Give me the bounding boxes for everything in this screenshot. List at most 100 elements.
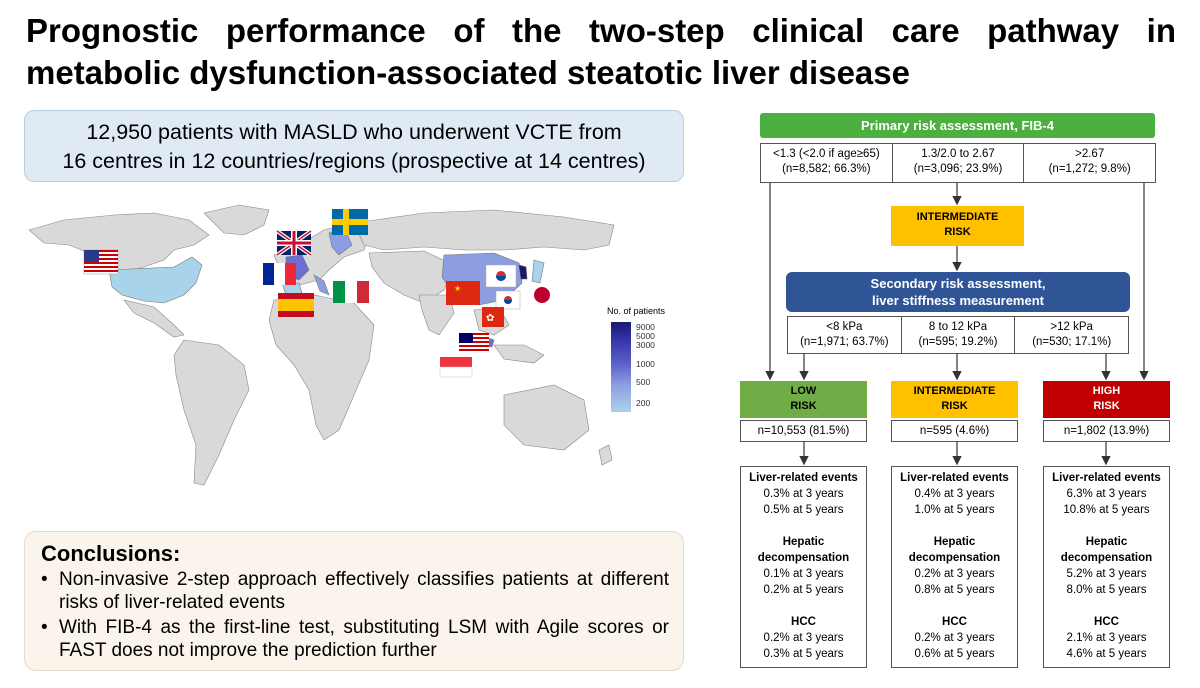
outcome-value: 0.6% at 5 years bbox=[914, 648, 995, 660]
cell-line: (n=530; 17.1%) bbox=[1032, 336, 1112, 348]
outcome-value: 0.8% at 5 years bbox=[914, 584, 995, 596]
secondary-assessment-box: Secondary risk assessment, liver stiffne… bbox=[786, 272, 1130, 312]
svg-text:★: ★ bbox=[454, 284, 461, 293]
box-line: RISK bbox=[1093, 400, 1120, 412]
intermediate-risk-box: INTERMEDIATE RISK bbox=[891, 381, 1018, 418]
intermediate-risk-fib4-box: INTERMEDIATE RISK bbox=[891, 206, 1024, 246]
outcome-value: 0.2% at 3 years bbox=[914, 632, 995, 644]
lsm-mid-cell: 8 to 12 kPa (n=595; 19.2%) bbox=[900, 317, 1015, 353]
world-map: ★ ✿ bbox=[24, 195, 624, 515]
lre-heading: Liver-related events bbox=[1052, 472, 1161, 484]
hcc-heading: HCC bbox=[1094, 616, 1119, 628]
flag-sweden-icon bbox=[332, 209, 368, 235]
box-line: Secondary risk assessment, bbox=[870, 276, 1046, 291]
conclusion-item: • Non-invasive 2-step approach effective… bbox=[41, 568, 669, 614]
box-line: liver stiffness measurement bbox=[872, 293, 1044, 308]
flag-south-korea-icon-2 bbox=[495, 290, 521, 310]
bullet-icon: • bbox=[41, 617, 48, 638]
lsm-high-cell: >12 kPa (n=530; 17.1%) bbox=[1014, 317, 1128, 353]
map-legend: No. of patients 9000 5000 3000 1000 500 … bbox=[607, 306, 697, 416]
legend-tick: 5000 bbox=[636, 331, 655, 341]
hd-heading: Hepatic bbox=[782, 536, 825, 548]
hd-heading: Hepatic bbox=[933, 536, 976, 548]
intermediate-risk-count: n=595 (4.6%) bbox=[891, 420, 1018, 442]
flag-italy-icon bbox=[333, 281, 369, 303]
cell-line: (n=1,272; 9.8%) bbox=[1048, 163, 1131, 175]
cell-line: <1.3 (<2.0 if age≥65) bbox=[772, 148, 880, 160]
outcome-value: 2.1% at 3 years bbox=[1066, 632, 1147, 644]
bullet-icon: • bbox=[41, 569, 48, 590]
hcc-heading: HCC bbox=[791, 616, 816, 628]
legend-tick: 3000 bbox=[636, 340, 655, 350]
outcome-value: 0.2% at 5 years bbox=[763, 584, 844, 596]
flag-hong-kong-icon: ✿ bbox=[482, 307, 504, 327]
low-risk-count: n=10,553 (81.5%) bbox=[740, 420, 867, 442]
cell-line: >12 kPa bbox=[1050, 321, 1093, 333]
cell-line: (n=595; 19.2%) bbox=[918, 336, 998, 348]
outcome-value: 0.4% at 3 years bbox=[914, 488, 995, 500]
summary-line-2: 16 centres in 12 countries/regions (pros… bbox=[62, 149, 646, 173]
high-risk-outcomes: Liver-related events 6.3% at 3 years 10.… bbox=[1043, 466, 1170, 668]
legend-title: No. of patients bbox=[607, 306, 666, 316]
summary-line-1: 12,950 patients with MASLD who underwent… bbox=[86, 120, 622, 144]
cell-line: 8 to 12 kPa bbox=[928, 321, 988, 333]
hd-heading: decompensation bbox=[908, 552, 1001, 564]
high-risk-count: n=1,802 (13.9%) bbox=[1043, 420, 1170, 442]
cell-line: (n=8,582; 66.3%) bbox=[782, 163, 871, 175]
box-line: INTERMEDIATE bbox=[913, 385, 996, 397]
outcome-value: 0.1% at 3 years bbox=[763, 568, 844, 580]
cell-line: (n=3,096; 23.9%) bbox=[913, 163, 1003, 175]
svg-text:✿: ✿ bbox=[486, 313, 494, 324]
page-title: Prognostic performance of the two-step c… bbox=[26, 10, 1176, 94]
cell-line: <8 kPa bbox=[826, 321, 863, 333]
outcome-value: 0.3% at 3 years bbox=[763, 488, 844, 500]
title-line-1: Prognostic performance of the two-step c… bbox=[26, 12, 1176, 49]
box-line: LOW bbox=[790, 385, 817, 397]
conclusions-box: Conclusions: • Non-invasive 2-step appro… bbox=[24, 531, 684, 671]
cell-line: 1.3/2.0 to 2.67 bbox=[921, 148, 995, 160]
low-risk-box: LOW RISK bbox=[740, 381, 867, 418]
cell-line: (n=1,971; 63.7%) bbox=[800, 336, 889, 348]
high-risk-box: HIGH RISK bbox=[1043, 381, 1170, 418]
hd-heading: decompensation bbox=[757, 552, 850, 564]
flag-spain-icon bbox=[278, 293, 314, 317]
flag-malaysia-icon bbox=[459, 333, 489, 353]
legend-tick: 9000 bbox=[636, 322, 655, 332]
intermediate-risk-outcomes: Liver-related events 0.4% at 3 years 1.0… bbox=[891, 466, 1018, 668]
primary-assessment-box: Primary risk assessment, FIB-4 bbox=[760, 113, 1155, 138]
cohort-summary-box: 12,950 patients with MASLD who underwent… bbox=[24, 110, 684, 182]
outcome-value: 0.3% at 5 years bbox=[763, 648, 844, 660]
conclusion-item: • With FIB-4 as the first-line test, sub… bbox=[41, 616, 669, 662]
lsm-low-cell: <8 kPa (n=1,971; 63.7%) bbox=[788, 317, 901, 353]
fib4-low-cell: <1.3 (<2.0 if age≥65) (n=8,582; 66.3%) bbox=[761, 144, 892, 182]
conclusion-text: Non-invasive 2-step approach effectively… bbox=[59, 569, 669, 613]
hd-heading: decompensation bbox=[1060, 552, 1153, 564]
lsm-strata-row: <8 kPa (n=1,971; 63.7%) 8 to 12 kPa (n=5… bbox=[787, 316, 1129, 354]
flag-south-korea-icon bbox=[485, 264, 517, 288]
outcome-value: 5.2% at 3 years bbox=[1066, 568, 1147, 580]
flag-united-states-icon bbox=[83, 249, 119, 275]
box-line: RISK bbox=[941, 400, 968, 412]
hcc-heading: HCC bbox=[942, 616, 967, 628]
box-line: HIGH bbox=[1092, 385, 1121, 397]
conclusions-heading: Conclusions: bbox=[41, 541, 181, 566]
conclusion-text: With FIB-4 as the first-line test, subst… bbox=[59, 617, 669, 661]
box-line: RISK bbox=[790, 400, 817, 412]
flag-france-icon bbox=[263, 263, 296, 285]
legend-tick: 500 bbox=[636, 377, 651, 387]
outcome-value: 8.0% at 5 years bbox=[1066, 584, 1147, 596]
outcome-value: 0.5% at 5 years bbox=[763, 504, 844, 516]
hd-heading: Hepatic bbox=[1085, 536, 1128, 548]
legend-color-scale bbox=[611, 322, 631, 412]
outcome-value: 0.2% at 3 years bbox=[914, 568, 995, 580]
fib4-high-cell: >2.67 (n=1,272; 9.8%) bbox=[1023, 144, 1155, 182]
lre-heading: Liver-related events bbox=[749, 472, 858, 484]
low-risk-outcomes: Liver-related events 0.3% at 3 years 0.5… bbox=[740, 466, 867, 668]
outcome-value: 0.2% at 3 years bbox=[763, 632, 844, 644]
cell-line: >2.67 bbox=[1075, 148, 1105, 160]
outcome-value: 1.0% at 5 years bbox=[914, 504, 995, 516]
legend-tick: 1000 bbox=[636, 359, 655, 369]
outcome-value: 6.3% at 3 years bbox=[1066, 488, 1147, 500]
box-line: INTERMEDIATE bbox=[916, 211, 999, 223]
title-line-2: metabolic dysfunction-associated steatot… bbox=[26, 54, 910, 91]
